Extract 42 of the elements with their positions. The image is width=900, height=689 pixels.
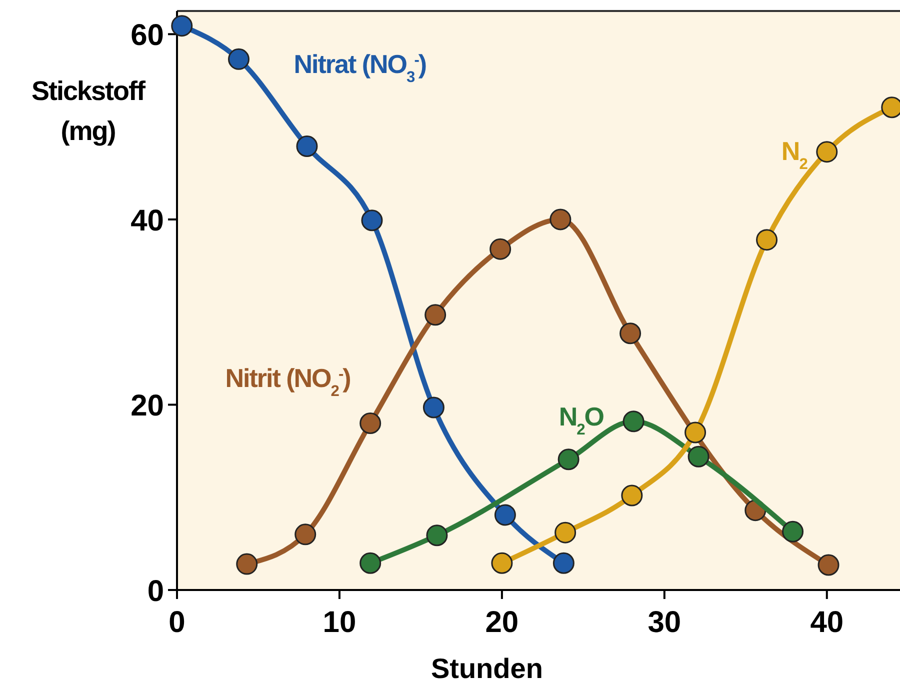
point [620,322,642,344]
point [361,210,383,232]
point [622,410,644,432]
series-label: Nitrit (NO$_{2}$$^{-}$) [225,363,351,400]
x-tick-label: 30 [648,606,682,639]
y-tick-label: 40 [130,204,164,238]
point [422,396,444,418]
point [554,522,576,544]
y-tick-label: 0 [147,575,164,608]
point [558,448,580,470]
point [816,141,838,163]
point [171,15,193,37]
point [228,48,250,70]
y-tick-label: 20 [130,390,164,423]
point [550,208,572,230]
x-axis-title: Stunden [430,653,543,684]
x-tick-label: 40 [810,606,844,639]
point [236,553,258,575]
series-label: Nitrat (NO$_{3}$$^{-}$) [294,49,426,86]
point [360,412,382,434]
point [360,552,382,574]
x-tick-label: 10 [322,606,356,639]
point [782,520,804,542]
y-axis-title: Stickstoff (mg) [31,76,147,146]
point [688,446,710,468]
point [756,229,778,251]
series-label: N$_{2}$ [781,136,808,172]
point [490,238,512,260]
point [494,504,516,526]
point [296,136,318,158]
series-label: N$_{2}$O [558,401,604,438]
point [684,422,706,444]
x-tick-label: 0 [168,606,186,639]
point [426,524,448,546]
point [424,304,446,326]
point [294,524,316,546]
point [621,484,643,506]
x-tick-label: 20 [485,606,519,639]
point [818,554,840,576]
y-tick-label: 60 [130,19,164,52]
point [491,552,513,574]
point [552,552,574,574]
